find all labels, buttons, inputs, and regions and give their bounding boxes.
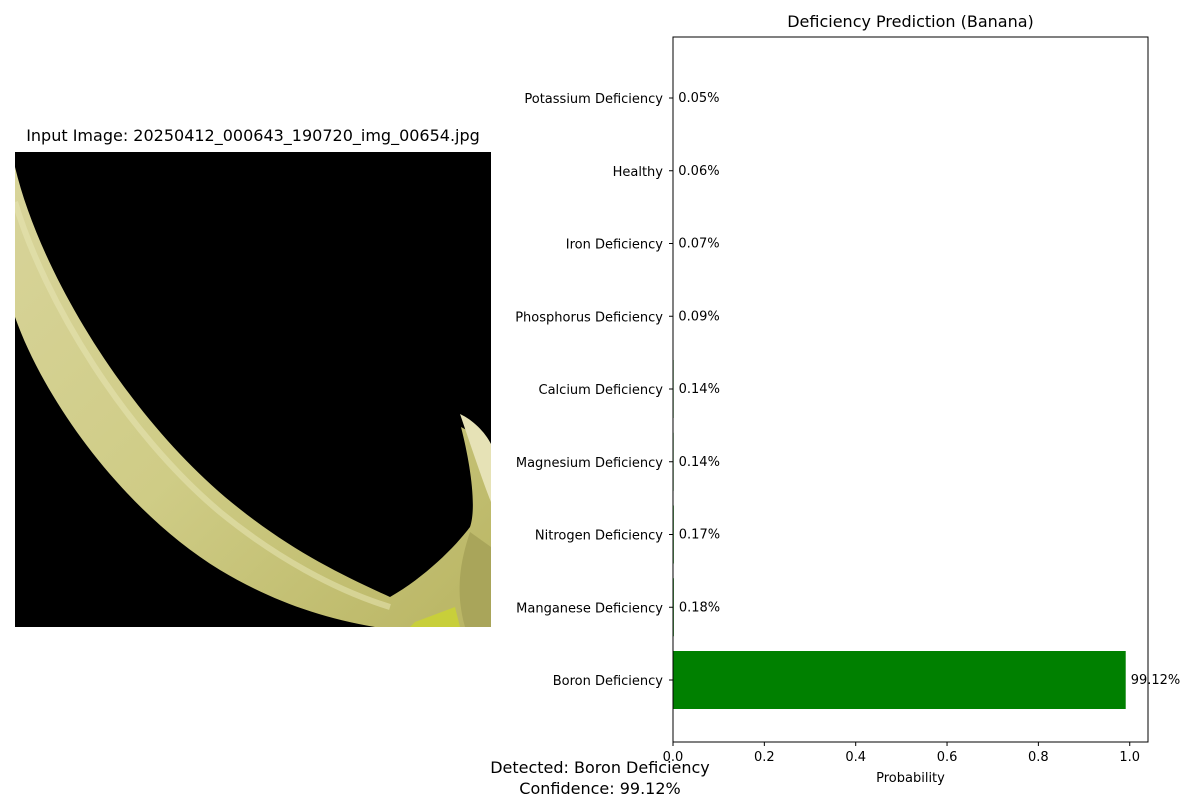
y-tick-label: Calcium Deficiency bbox=[539, 383, 664, 398]
y-tick-label: Phosphorus Deficiency bbox=[515, 310, 663, 325]
x-tick-label: 0.2 bbox=[754, 750, 775, 765]
plot-frame bbox=[672, 36, 1149, 743]
value-label: 99.12% bbox=[1131, 673, 1181, 688]
value-label: 0.07% bbox=[678, 237, 719, 252]
y-tick-label: Magnesium Deficiency bbox=[516, 456, 663, 471]
value-label: 0.06% bbox=[678, 164, 719, 179]
y-tick-label: Potassium Deficiency bbox=[524, 92, 663, 107]
value-label: 0.14% bbox=[679, 455, 720, 470]
x-axis-label: Probability bbox=[876, 771, 945, 786]
value-label: 0.05% bbox=[678, 91, 719, 106]
chart-title: Deficiency Prediction (Banana) bbox=[787, 12, 1034, 31]
bar-boron-deficiency bbox=[673, 651, 1126, 709]
value-label: 0.17% bbox=[679, 528, 720, 543]
y-ticks-group: Potassium Deficiency Healthy Iron Deficien… bbox=[515, 92, 673, 689]
x-tick-label: 0.6 bbox=[937, 750, 958, 765]
value-labels-group: 0.05% 0.06% 0.07% 0.09% 0.14% 0.14% 0.17% 0.18%… bbox=[678, 91, 1180, 688]
value-label: 0.18% bbox=[679, 600, 720, 615]
y-tick-label: Nitrogen Deficiency bbox=[535, 529, 663, 544]
confidence-label: Confidence: 99.12% bbox=[519, 779, 681, 798]
y-tick-label: Healthy bbox=[613, 165, 664, 180]
bars-group bbox=[673, 69, 1126, 709]
leaf-photo-graphic bbox=[15, 152, 491, 627]
input-leaf-image bbox=[15, 152, 491, 627]
x-tick-label: 0.0 bbox=[663, 750, 684, 765]
detected-label: Detected: Boron Deficiency bbox=[490, 758, 710, 777]
y-tick-label: Manganese Deficiency bbox=[516, 601, 663, 616]
value-label: 0.09% bbox=[678, 309, 719, 324]
x-ticks-group: 0.0 0.2 0.4 0.6 0.8 1.0 bbox=[663, 742, 1140, 765]
x-tick-label: 0.8 bbox=[1028, 750, 1049, 765]
x-tick-label: 0.4 bbox=[845, 750, 866, 765]
detection-summary: Detected: Boron Deficiency Confidence: 9… bbox=[400, 757, 800, 799]
y-tick-label: Iron Deficiency bbox=[566, 238, 664, 253]
input-image-title: Input Image: 20250412_000643_190720_img_… bbox=[26, 126, 480, 145]
y-tick-label: Boron Deficiency bbox=[553, 674, 664, 689]
value-label: 0.14% bbox=[679, 382, 720, 397]
x-tick-label: 1.0 bbox=[1119, 750, 1140, 765]
